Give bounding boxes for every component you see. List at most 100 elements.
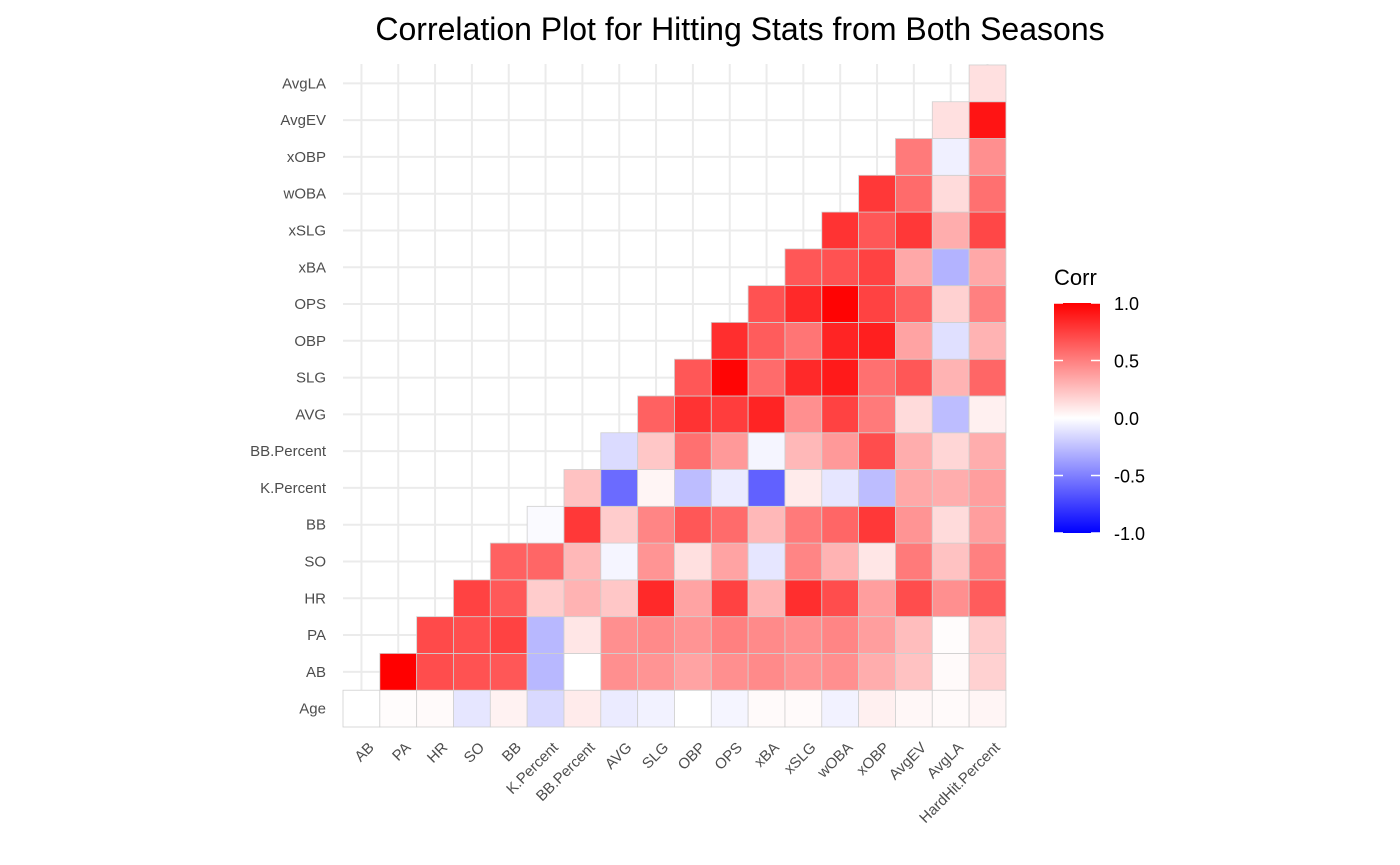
heatmap-cell xyxy=(710,358,749,397)
x-tick-label: AB xyxy=(351,739,377,765)
heatmap-cell xyxy=(563,469,602,507)
heatmap-cell xyxy=(710,432,749,470)
y-tick-label: AvgLA xyxy=(282,75,326,92)
heatmap-cell xyxy=(637,505,675,544)
color-legend: Corr 1.0 0.5 0.0 -0.5 -1.0 xyxy=(1054,265,1145,544)
heatmap-cell xyxy=(968,542,1007,581)
heatmap-cell xyxy=(379,689,418,728)
heatmap-cell xyxy=(747,505,786,544)
heatmap-cell xyxy=(895,248,933,287)
y-tick-label: PA xyxy=(307,627,326,644)
heatmap-cell xyxy=(747,616,786,654)
y-tick-label: SO xyxy=(304,553,326,570)
heatmap-cell xyxy=(784,285,823,323)
legend-tick-label: 0.5 xyxy=(1114,352,1139,372)
heatmap-cell xyxy=(674,469,712,507)
heatmap-cell xyxy=(563,616,602,654)
heatmap-cell xyxy=(784,469,823,507)
legend-tick-label: 1.0 xyxy=(1114,294,1139,314)
heatmap-cell xyxy=(821,469,860,507)
heatmap-cell xyxy=(931,432,970,470)
legend-tick-label: -0.5 xyxy=(1114,467,1145,487)
heatmap-cell xyxy=(821,616,860,654)
heatmap-cell xyxy=(637,579,675,618)
heatmap-cell xyxy=(489,653,528,691)
heatmap-cell xyxy=(931,138,970,176)
heatmap-cell xyxy=(895,469,933,507)
heatmap-cell xyxy=(489,579,528,618)
heatmap-cell xyxy=(563,689,602,728)
y-tick-label: AVG xyxy=(295,406,326,423)
heatmap-cell xyxy=(931,358,970,397)
heatmap-cell xyxy=(710,505,749,544)
heatmap-cell xyxy=(931,689,970,728)
legend-title: Corr xyxy=(1054,265,1097,290)
heatmap-cell xyxy=(379,653,418,691)
heatmap-cell xyxy=(747,395,786,434)
heatmap-cell xyxy=(858,248,896,287)
heatmap-cell xyxy=(968,322,1007,360)
heatmap-cell xyxy=(858,469,896,507)
heatmap-cell xyxy=(895,174,933,213)
heatmap-cell xyxy=(968,469,1007,507)
heatmap-cell xyxy=(674,542,712,581)
heatmap-cell xyxy=(674,579,712,618)
x-tick-label: xSLG xyxy=(781,739,820,778)
heatmap-cell xyxy=(821,653,860,691)
y-tick-label: HR xyxy=(304,590,326,607)
heatmap-cell xyxy=(710,653,749,691)
heatmap-cell xyxy=(895,432,933,470)
heatmap-cell xyxy=(526,653,565,691)
y-tick-label: OBP xyxy=(294,333,326,350)
heatmap-cell xyxy=(821,432,860,470)
heatmap-cell xyxy=(563,542,602,581)
x-tick-label: SLG xyxy=(639,739,672,772)
heatmap-cell xyxy=(416,689,454,728)
heatmap-cell xyxy=(526,542,565,581)
heatmap-cell xyxy=(821,542,860,581)
heatmap-cell xyxy=(637,616,675,654)
heatmap-cell xyxy=(489,542,528,581)
x-tick-label: wOBA xyxy=(814,739,857,782)
y-axis-tick-labels: Age AB PA HR SO BB K.Percent BB.Percent AVG SLG OB… xyxy=(250,75,327,717)
heatmap-cell xyxy=(453,579,491,618)
heatmap-cell xyxy=(821,505,860,544)
heatmap-cell xyxy=(710,322,749,360)
heatmap-cell xyxy=(784,689,823,728)
x-tick-label: xBA xyxy=(751,739,782,770)
heatmap-cell xyxy=(931,101,970,139)
heatmap-cell xyxy=(637,689,675,728)
legend-tick-label: -1.0 xyxy=(1114,524,1145,544)
heatmap-cell xyxy=(747,689,786,728)
heatmap-cell xyxy=(710,579,749,618)
y-tick-label: K.Percent xyxy=(260,480,327,497)
heatmap-cell xyxy=(821,248,860,287)
y-tick-label: OPS xyxy=(294,296,326,313)
heatmap-cell xyxy=(968,64,1007,103)
y-tick-label: Age xyxy=(299,701,326,718)
heatmap-cell xyxy=(747,285,786,323)
heatmap-cell xyxy=(674,505,712,544)
heatmap-cell xyxy=(453,616,491,654)
heatmap-cell xyxy=(710,469,749,507)
heatmap-cell xyxy=(895,616,933,654)
heatmap-cell xyxy=(526,505,565,544)
heatmap-cell xyxy=(710,542,749,581)
heatmap-cell xyxy=(784,322,823,360)
heatmap-cell xyxy=(674,616,712,654)
heatmap-cell xyxy=(858,505,896,544)
x-tick-label: OPS xyxy=(711,739,745,773)
heatmap-cell xyxy=(931,248,970,287)
heatmap-cell xyxy=(637,469,675,507)
heatmap-cell xyxy=(784,579,823,618)
heatmap-cell xyxy=(931,579,970,618)
heatmap-cell xyxy=(931,211,970,250)
x-tick-label: HR xyxy=(424,739,451,766)
heatmap-cell xyxy=(858,542,896,581)
heatmap-cell xyxy=(931,505,970,544)
heatmap-cell xyxy=(968,579,1007,618)
heatmap-cell xyxy=(600,689,639,728)
heatmap-cell xyxy=(600,616,639,654)
heatmap-cell xyxy=(637,653,675,691)
